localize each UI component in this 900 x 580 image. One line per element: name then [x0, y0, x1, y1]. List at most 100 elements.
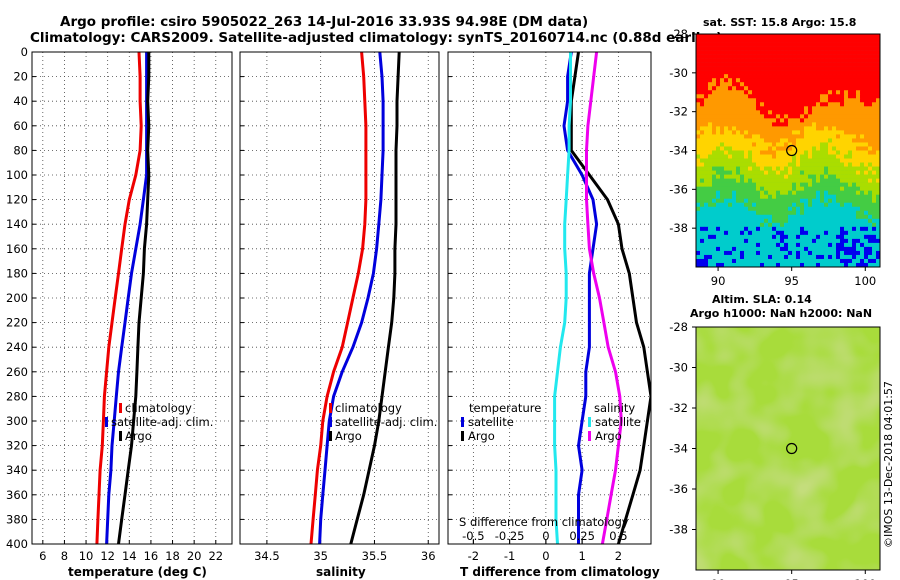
sst-cell — [732, 230, 737, 236]
sst-cell — [712, 122, 717, 127]
sst-cell — [740, 230, 745, 236]
sst-cell — [732, 182, 737, 187]
sst-cell — [864, 198, 869, 204]
sst-cell — [756, 34, 761, 39]
sst-cell — [728, 58, 733, 63]
sst-cell — [868, 194, 873, 200]
sst-cell — [872, 182, 877, 187]
sst-cell — [864, 154, 869, 159]
sst-cell — [824, 254, 829, 260]
sst-cell — [868, 162, 873, 167]
sst-cell — [808, 190, 813, 195]
sst-cell — [768, 106, 773, 111]
sst-cell — [740, 158, 745, 163]
sst-cell — [836, 198, 841, 204]
sst-cell — [780, 118, 785, 123]
sst-cell — [856, 46, 861, 51]
sst-cell — [696, 186, 701, 191]
sst-cell — [756, 82, 761, 87]
sst-cell — [852, 58, 857, 63]
sst-cell — [712, 222, 717, 228]
sst-cell — [756, 262, 761, 268]
sst-cell — [852, 126, 857, 131]
sst-cell — [868, 250, 873, 256]
sst-cell — [800, 102, 805, 107]
sst-cell — [700, 114, 705, 119]
sst-cell — [760, 174, 765, 179]
sst-cell — [736, 54, 741, 59]
sst-cell — [792, 106, 797, 111]
sst-cell — [812, 130, 817, 135]
sst-cell — [856, 106, 861, 111]
y-tick-label: 0 — [21, 45, 28, 59]
sst-cell — [756, 258, 761, 264]
sst-cell — [800, 66, 805, 71]
series-line-s-argo — [585, 52, 623, 544]
sst-cell — [772, 198, 777, 204]
sst-cell — [712, 154, 717, 159]
x-tick-label: 12 — [100, 549, 115, 563]
sst-cell — [724, 178, 729, 183]
sst-cell — [696, 102, 701, 107]
sst-cell — [832, 198, 837, 204]
sst-cell — [732, 58, 737, 63]
sst-cell — [760, 246, 765, 252]
sst-cell — [712, 150, 717, 155]
sst-cell — [776, 258, 781, 264]
sst-cell — [824, 206, 829, 212]
sst-cell — [828, 86, 833, 91]
sst-cell — [864, 130, 869, 135]
sst-cell — [812, 178, 817, 183]
sst-cell — [780, 198, 785, 204]
sst-cell — [748, 198, 753, 204]
sst-cell — [768, 58, 773, 63]
sst-cell — [776, 210, 781, 216]
sst-cell — [840, 194, 845, 200]
sst-cell — [852, 38, 857, 43]
sst-cell — [740, 54, 745, 59]
sst-cell — [840, 50, 845, 55]
sst-cell — [780, 202, 785, 208]
sst-cell — [876, 126, 881, 131]
sst-cell — [744, 66, 749, 71]
sst-cell — [800, 254, 805, 260]
sst-cell — [824, 122, 829, 127]
sst-cell — [780, 234, 785, 240]
sst-cell — [860, 214, 865, 220]
sst-cell — [760, 210, 765, 216]
sst-cell — [752, 90, 757, 95]
sst-cell — [768, 70, 773, 75]
sst-cell — [788, 110, 793, 115]
sst-cell — [800, 166, 805, 171]
sst-cell — [728, 74, 733, 79]
sst-cell — [832, 230, 837, 236]
sst-cell — [848, 70, 853, 75]
sst-cell — [848, 162, 853, 167]
sst-cell — [784, 194, 789, 200]
sst-cell — [840, 178, 845, 183]
sst-cell — [764, 50, 769, 55]
x-tick-label: 20 — [187, 549, 202, 563]
sst-cell — [840, 54, 845, 59]
sst-cell — [776, 66, 781, 71]
sst-cell — [792, 110, 797, 115]
sst-cell — [868, 94, 873, 99]
sst-cell — [724, 86, 729, 91]
sst-cell — [696, 66, 701, 71]
sst-cell — [864, 66, 869, 71]
sst-cell — [744, 258, 749, 264]
sst-cell — [740, 142, 745, 147]
sst-cell — [864, 158, 869, 163]
sst-cell — [848, 130, 853, 135]
y-tick-label: 260 — [6, 365, 28, 379]
sst-cell — [700, 50, 705, 55]
sst-cell — [812, 58, 817, 63]
sst-cell — [784, 78, 789, 83]
sst-cell — [796, 178, 801, 183]
sst-cell — [724, 222, 729, 228]
sst-cell — [716, 178, 721, 183]
sst-cell — [744, 34, 749, 39]
sst-cell — [708, 138, 713, 143]
sst-cell — [748, 138, 753, 143]
